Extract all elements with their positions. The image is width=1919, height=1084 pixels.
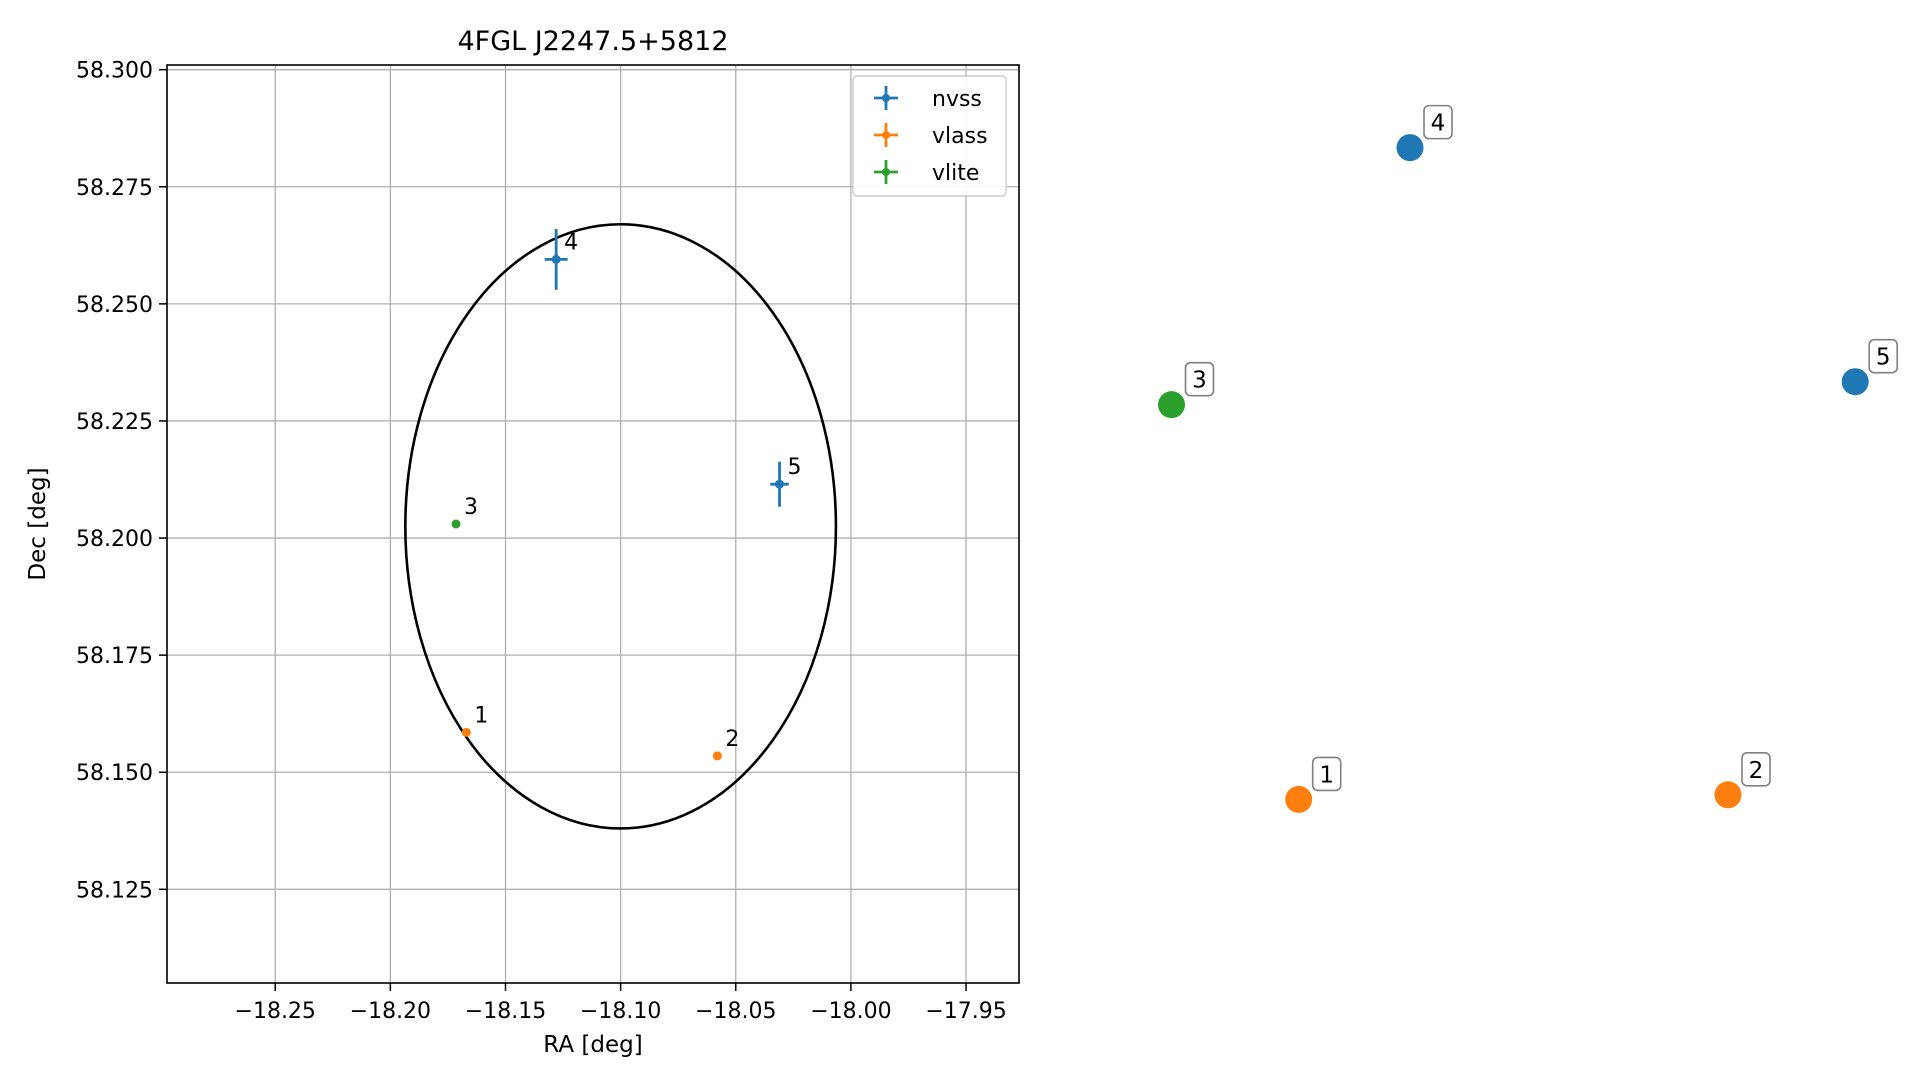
point-label: 4 (564, 230, 578, 255)
point-label: 2 (725, 727, 739, 752)
confidence-ellipse (404, 222, 838, 830)
x-tick-label: −18.25 (235, 999, 316, 1024)
point-label: 5 (1876, 345, 1891, 371)
x-tick-label: −18.05 (695, 999, 776, 1024)
nvss-legend-marker (882, 94, 890, 102)
vlass-point (461, 727, 471, 737)
point-label-box (1868, 338, 1898, 374)
y-tick-label: 58.175 (76, 644, 153, 669)
point-label-box (1311, 756, 1342, 792)
sky-map-chart: 4 5 1 2 3 −18.25 −18.20 −18.15 −18.10 −18.05 −18.0… (25, 26, 1020, 1058)
y-tick-label: 58.225 (76, 410, 153, 435)
nvss-point (775, 479, 785, 489)
label-map-point (1841, 368, 1869, 396)
legend-label: vlass (932, 124, 988, 149)
vlite-legend-marker (882, 168, 890, 176)
vlass-point (712, 751, 722, 761)
x-tick-label: −18.15 (465, 999, 546, 1024)
point-label: 2 (1749, 758, 1764, 784)
x-axis-label: RA [deg] (543, 1032, 642, 1058)
x-tick-label: −18.20 (350, 999, 431, 1024)
y-tick-label: 58.200 (76, 527, 153, 552)
label-map-point (1396, 134, 1424, 162)
point-label-box (1184, 361, 1215, 397)
x-tick-label: −18.10 (580, 999, 661, 1024)
y-tick-label: 58.150 (76, 761, 153, 786)
nvss-point (551, 254, 561, 264)
point-label: 4 (1431, 111, 1446, 137)
point-label: 1 (1319, 762, 1334, 788)
point-label-box (1741, 752, 1771, 787)
legend-box (852, 75, 1007, 197)
x-tick-label: −17.95 (925, 999, 1006, 1024)
label-map-point (1285, 785, 1313, 813)
y-tick-label: 58.300 (76, 59, 153, 84)
y-tick-label: 58.275 (76, 176, 153, 201)
point-label: 1 (474, 703, 488, 728)
x-tick-label: −18.00 (810, 999, 891, 1024)
label-map-point (1714, 781, 1742, 809)
label-map-point (1158, 391, 1185, 419)
vlass-legend-marker (882, 131, 890, 139)
y-tick-label: 58.125 (76, 878, 153, 903)
point-label: 5 (788, 455, 802, 480)
chart-title: 4FGL J2247.5+5812 (457, 26, 728, 57)
vlite-point (451, 519, 461, 529)
legend: nvss vlass vlite (852, 75, 1007, 197)
point-label-box (1423, 104, 1453, 140)
point-label: 3 (464, 495, 478, 520)
y-axis-label: Dec [deg] (25, 467, 51, 580)
legend-label: vlite (932, 161, 979, 186)
label-map-chart: 1 2 3 4 5 (1158, 104, 1898, 813)
legend-label: nvss (932, 87, 982, 112)
point-label: 3 (1192, 368, 1207, 394)
plot-frame (166, 64, 1020, 984)
y-tick-label: 58.250 (76, 293, 153, 318)
